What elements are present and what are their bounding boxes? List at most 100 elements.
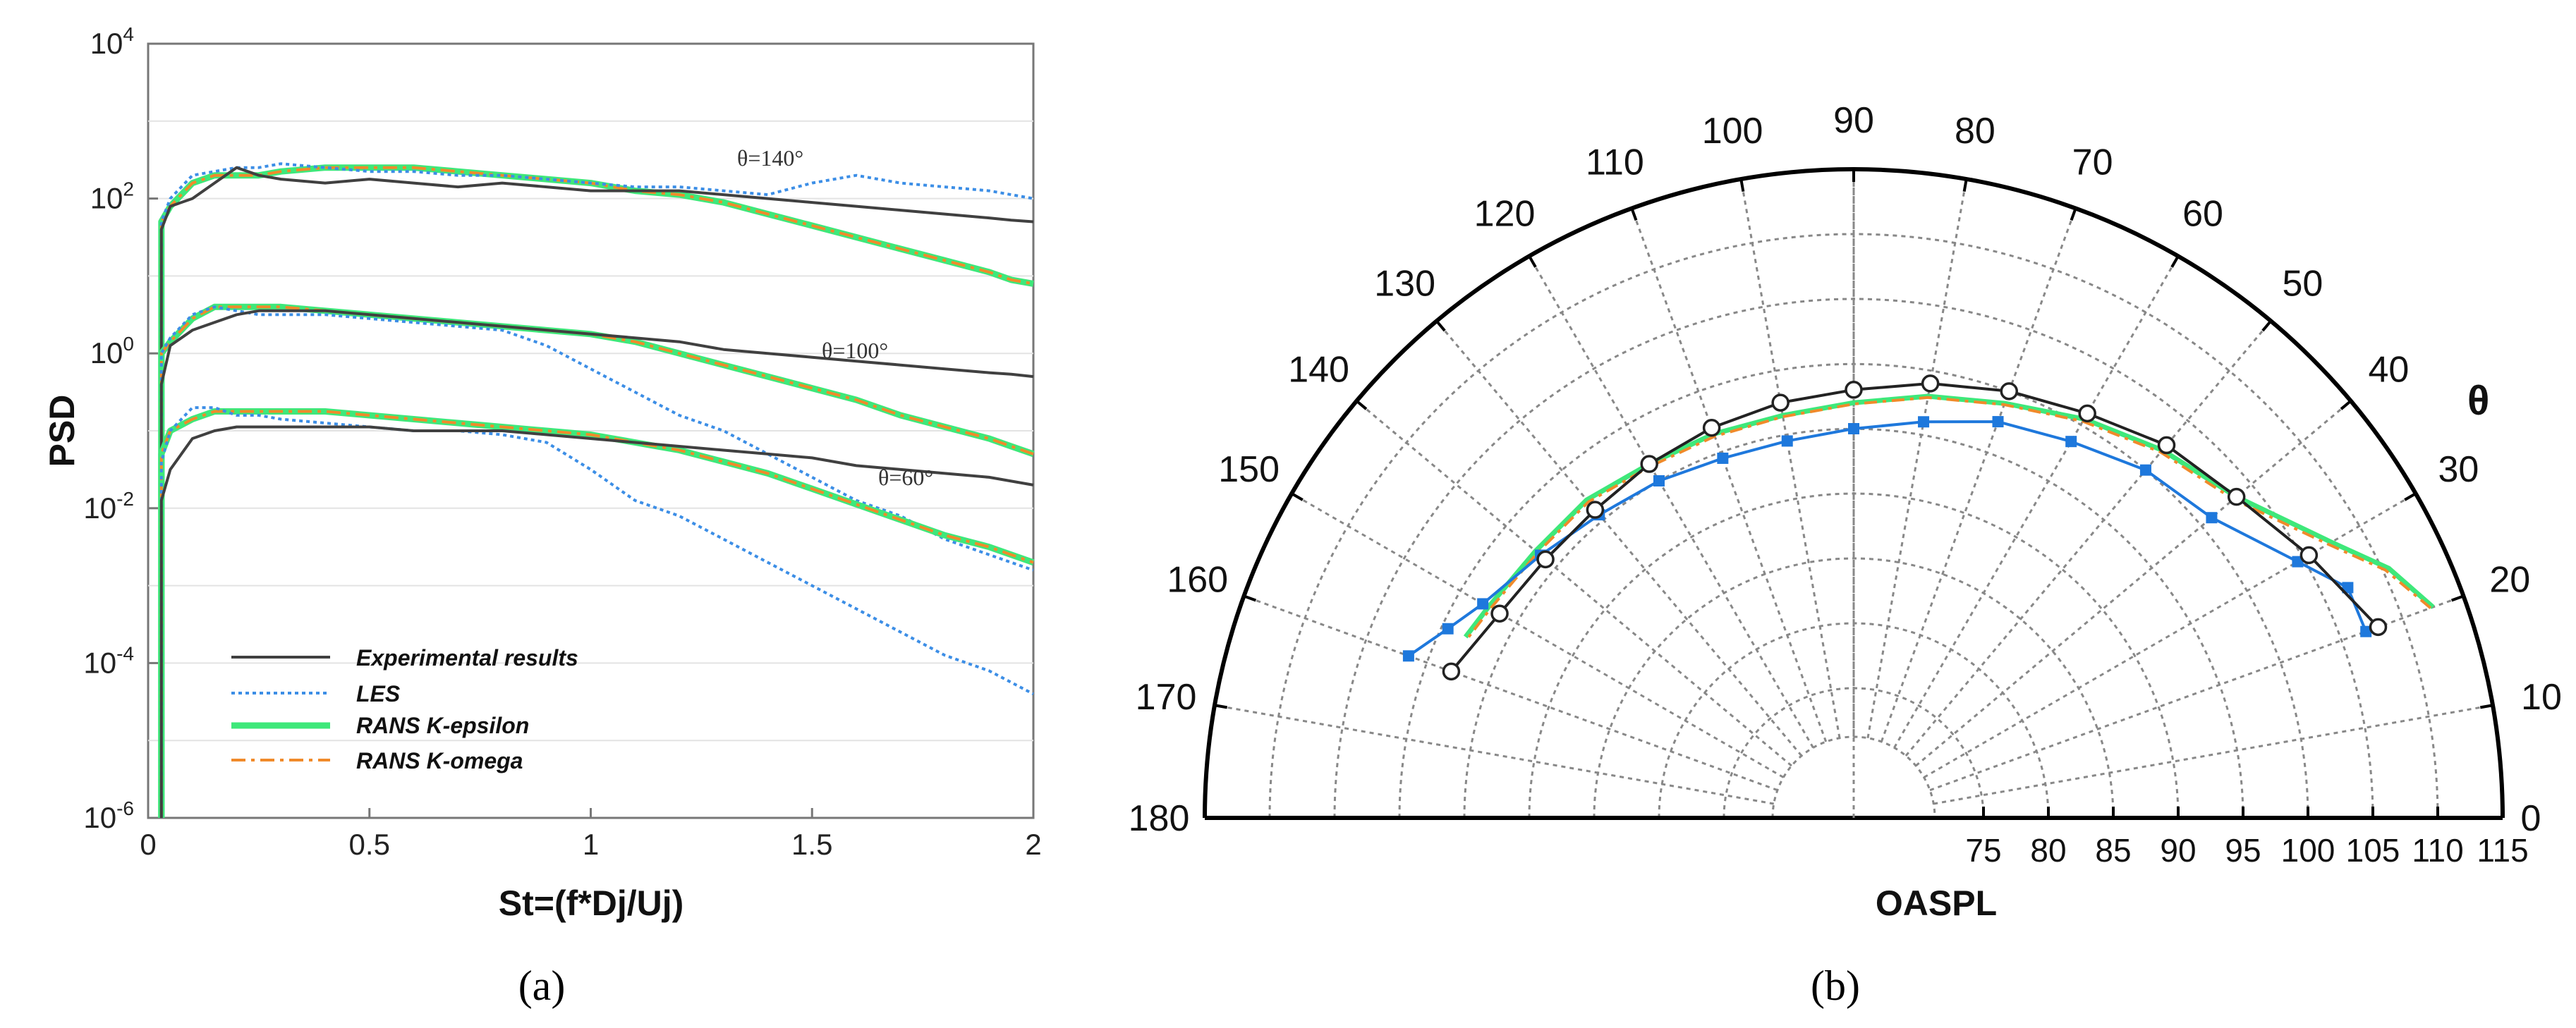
angle-spoke: [1893, 255, 2180, 749]
polar-point-experimental: [1921, 374, 1940, 393]
polar-point-experimental: [1442, 662, 1461, 681]
inner-arc: [1771, 735, 1936, 819]
angle-tick-label: 60: [2182, 194, 2223, 235]
polar-point-experimental: [1490, 604, 1509, 623]
caption-a: (a): [518, 962, 566, 1009]
polar-point-experimental: [1536, 550, 1555, 569]
legend-label-k-epsilon: RANS K-epsilon: [356, 713, 529, 738]
angle-tick-mark: [2450, 594, 2465, 602]
x-tick-label: 0.5: [349, 828, 390, 861]
polar-point-experimental: [2157, 436, 2176, 455]
polar-point-simulation: [1781, 435, 1793, 447]
psd-series: [158, 162, 1035, 818]
polar-angle-ticks: 0 10 20 30 40 50 60 70 80 90 100 110 120 130 140 150 160…: [1129, 100, 2562, 839]
polar-line-experimental: [1450, 381, 2379, 673]
angle-tick-mark: [2404, 492, 2417, 501]
angle-tick-mark: [1528, 255, 1537, 268]
radial-tick-label: 80: [2030, 832, 2066, 869]
x-tick-label: 0: [140, 828, 156, 861]
legend-label-les: LES: [356, 681, 401, 706]
radial-tick-label: 75: [1965, 832, 2001, 869]
polar-point-simulation: [1848, 423, 1859, 434]
angle-tick-mark: [1962, 178, 1968, 192]
angle-tick-label: 80: [1955, 111, 1995, 152]
polar-angle-label: θ: [2467, 378, 2489, 424]
polar-point-simulation: [1442, 623, 1454, 635]
radial-tick-label: 105: [2346, 832, 2400, 869]
psd-chart: 0 0.5 1 1.5 2 104 102 100 10-2 10-4 10-6 θ=140° θ…: [42, 23, 1042, 1009]
psd-legend: Experimental results LES RANS K-epsilon …: [231, 645, 578, 773]
x-tick-label: 2: [1025, 828, 1041, 861]
polar-point-experimental: [1845, 381, 1863, 399]
polar-point-simulation: [2342, 582, 2354, 594]
angle-tick-mark: [2261, 319, 2272, 332]
angle-spoke: [1933, 704, 2493, 805]
angle-spoke: [1880, 207, 2077, 742]
polar-point-simulation: [2139, 464, 2151, 476]
polar-point-simulation: [2360, 625, 2372, 637]
polar-point-experimental: [2299, 546, 2319, 565]
angle-spoke: [1929, 594, 2465, 792]
y-tick-label: 102: [90, 178, 134, 215]
psd-x-ticks: 0 0.5 1 1.5 2: [140, 808, 1042, 861]
angle-tick-mark: [1739, 178, 1745, 192]
angle-tick-label: 100: [1702, 111, 1763, 152]
polar-point-experimental: [2078, 404, 2096, 423]
angle-tick-label: 140: [1288, 350, 1349, 391]
angle-spoke: [1915, 400, 2352, 767]
angle-tick-label: 70: [2072, 142, 2113, 183]
angle-spoke: [1739, 178, 1841, 739]
angle-tick-mark: [1291, 492, 1304, 501]
psd-gridlines: [148, 120, 1033, 742]
angle-tick-mark: [2070, 207, 2077, 221]
x-tick-label: 1.5: [791, 828, 832, 861]
x-tick-label: 1: [583, 828, 599, 861]
radial-tick-label: 115: [2477, 832, 2528, 869]
y-tick-label: 10-2: [83, 488, 134, 525]
radial-tick-label: 100: [2281, 832, 2335, 869]
y-tick-label: 10-4: [83, 642, 134, 679]
polar-line-rans-k-omega: [1466, 396, 2432, 640]
angle-tick-label: 160: [1167, 559, 1228, 600]
series-k-omega-group-2: [159, 410, 1034, 818]
polar-point-simulation: [1653, 475, 1665, 487]
polar-point-experimental: [1702, 418, 1721, 437]
psd-y-ticks: 104 102 100 10-2 10-4 10-6: [83, 23, 158, 834]
series-experimental-group-1: [159, 309, 1034, 818]
angle-spoke: [1630, 207, 1828, 742]
polar-point-simulation: [1918, 416, 1930, 428]
polar-point-simulation: [1717, 452, 1729, 464]
angle-tick-label: 150: [1218, 449, 1280, 490]
y-tick-label: 10-6: [83, 797, 134, 834]
polar-point-simulation: [2292, 556, 2304, 568]
polar-point-simulation: [1992, 416, 2004, 428]
angle-spoke: [1923, 492, 2417, 778]
angle-spoke: [1904, 320, 2272, 757]
polar-point-simulation: [1402, 650, 1414, 662]
polar-point-experimental: [2227, 487, 2246, 506]
angle-tick-label: 10: [2521, 677, 2562, 718]
angle-tick-label: 110: [1586, 142, 1644, 183]
angle-tick-label: 0: [2521, 798, 2541, 839]
series-experimental-group-2: [159, 425, 1034, 818]
psd-x-axis-label: St=(f*Dj/Uj): [499, 883, 684, 923]
polar-series: [1402, 374, 2435, 681]
angle-tick-label: 180: [1129, 798, 1190, 839]
polar-point-experimental: [1640, 455, 1658, 473]
radial-tick-label: 110: [2412, 832, 2463, 869]
angle-tick-label: 130: [1374, 264, 1435, 305]
angle-spoke: [1528, 255, 1814, 749]
annotation-theta-140: θ=140°: [737, 145, 803, 171]
angle-spoke: [1866, 178, 1968, 739]
y-tick-label: 100: [90, 333, 134, 369]
annotation-theta-60: θ=60°: [878, 465, 933, 490]
angle-tick-label: 40: [2368, 350, 2409, 391]
angle-tick-mark: [1435, 319, 1446, 332]
angle-spoke: [1435, 320, 1803, 757]
polar-point-simulation: [1477, 598, 1489, 610]
y-tick-label: 104: [90, 23, 134, 60]
angle-tick-mark: [1355, 400, 1368, 410]
series-les-group-2: [159, 406, 1034, 818]
angle-spoke: [1291, 492, 1785, 778]
